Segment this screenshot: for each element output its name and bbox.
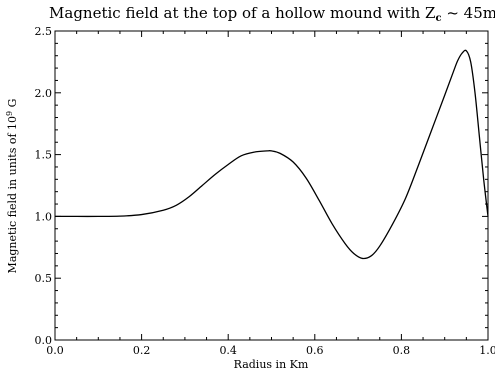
- x-tick-label: 0.2: [133, 344, 151, 357]
- x-axis: 0.0 0.2 0.4 0.6 0.8 1.0: [46, 31, 495, 357]
- y-tick-label: 2.0: [35, 87, 53, 100]
- x-tick-label: 0.4: [219, 344, 237, 357]
- y-axis-label-superscript: 9: [5, 111, 14, 116]
- y-tick-label: 0.5: [35, 272, 53, 285]
- x-tick-label: 0.6: [306, 344, 324, 357]
- x-tick-label: 0.8: [393, 344, 411, 357]
- series-layer: [55, 49, 489, 260]
- chart-title: Magnetic field at the top of a hollow mo…: [49, 4, 495, 24]
- plot-frame: [54, 30, 489, 341]
- x-axis-label: Radius in Km: [234, 358, 309, 371]
- chart-title-subscript: c: [435, 13, 441, 24]
- y-tick-label: 1.5: [35, 149, 53, 162]
- x-tick-label: 1.0: [479, 344, 495, 357]
- chart-title-main: Magnetic field at the top of a hollow mo…: [49, 4, 435, 22]
- y-axis: 0.0 0.5 1.0 1.5 2.0 2.5: [35, 25, 488, 347]
- y-tick-label: 1.0: [35, 210, 53, 223]
- y-axis-label-suffix: G: [6, 99, 19, 111]
- chart-title-suffix: ~ 45m: [442, 4, 495, 22]
- y-axis-label: Magnetic field in units of 109 G: [5, 99, 19, 274]
- x-tick-label: 0.0: [46, 344, 64, 357]
- y-tick-label: 0.0: [35, 334, 53, 347]
- y-axis-label-main: Magnetic field in units of 10: [6, 116, 19, 274]
- series-line: [55, 49, 489, 260]
- y-tick-label: 2.5: [35, 25, 53, 38]
